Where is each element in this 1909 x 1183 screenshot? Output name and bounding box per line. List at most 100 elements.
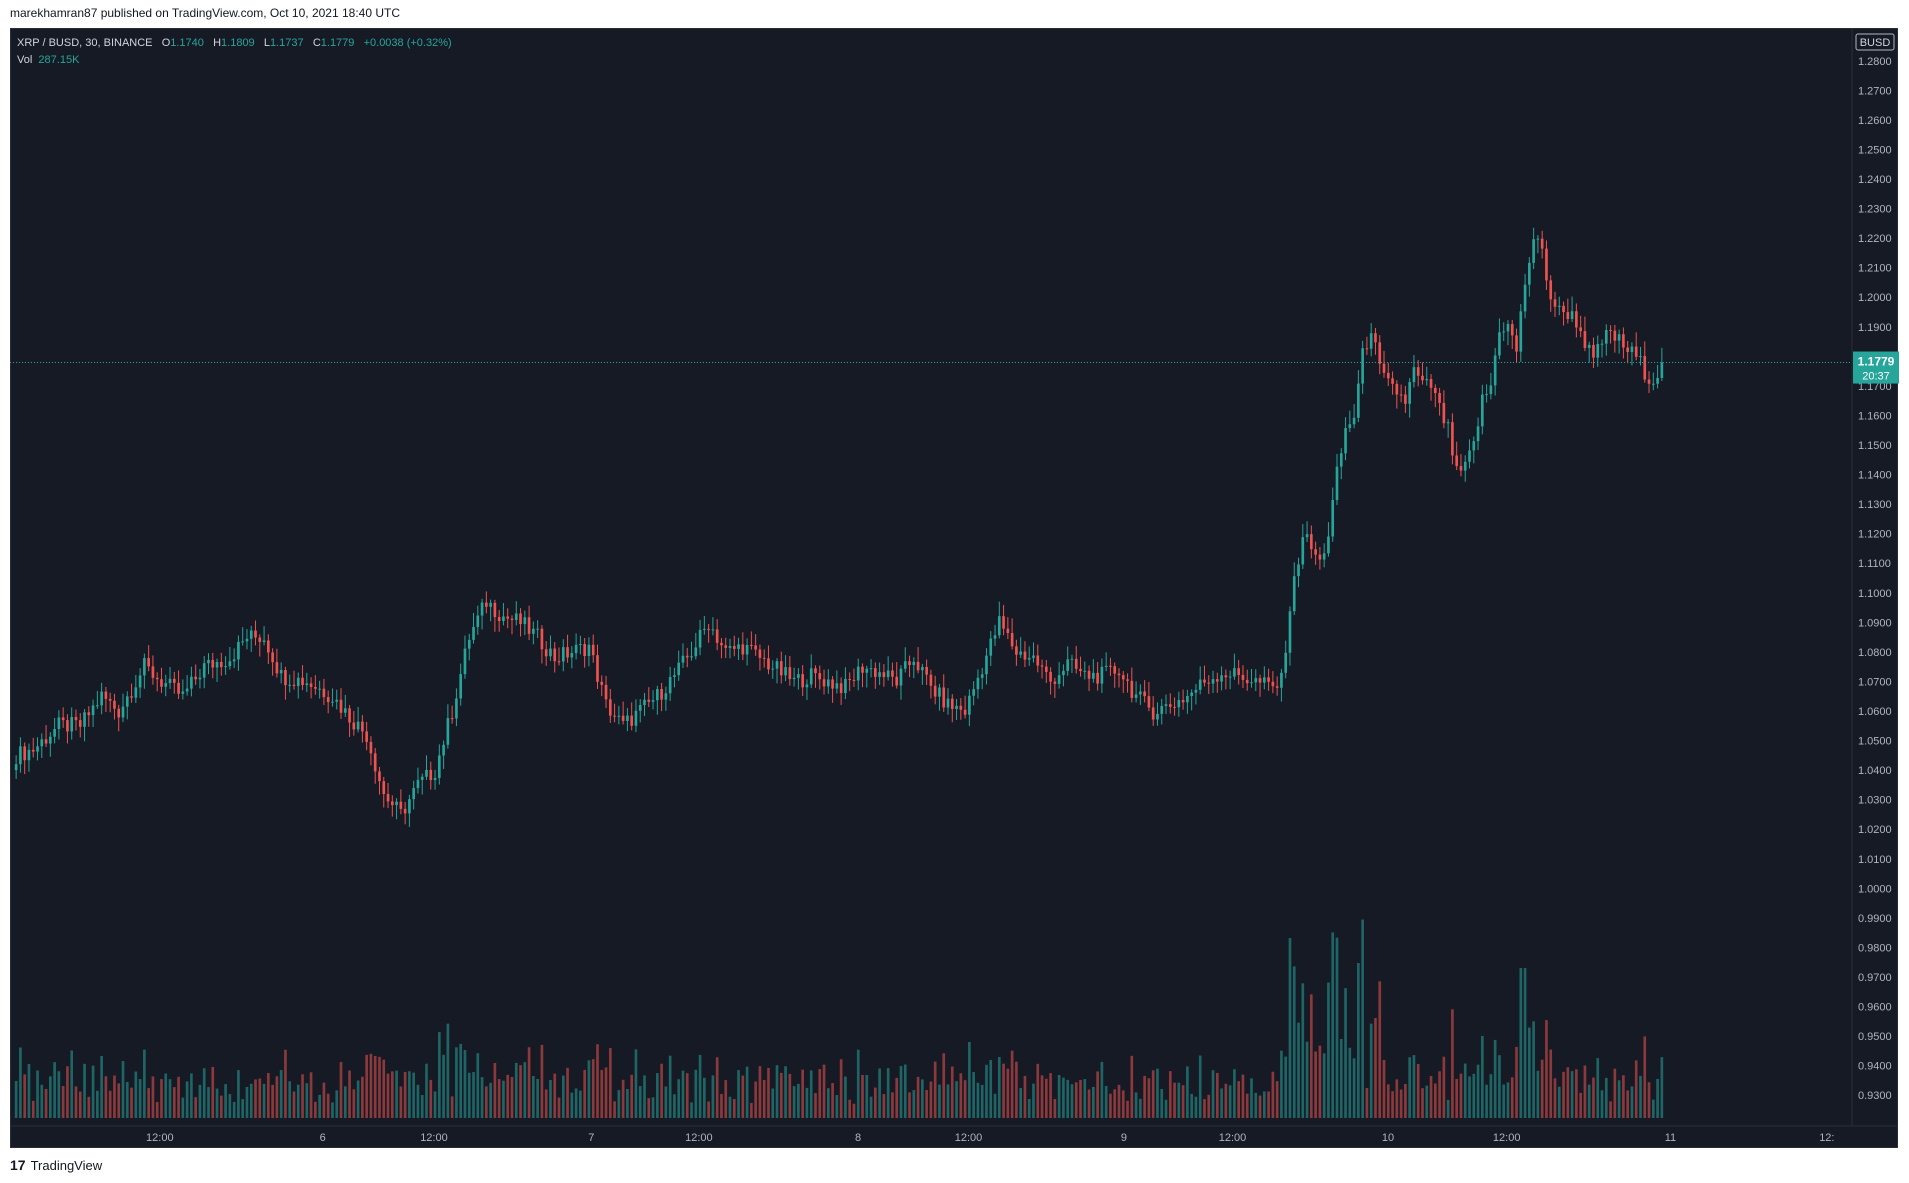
- volume-bar: [78, 1091, 82, 1118]
- volume-bar: [1587, 1084, 1591, 1118]
- volume-bar: [245, 1086, 249, 1118]
- volume-bar: [1049, 1073, 1052, 1118]
- candle-body: [1429, 379, 1433, 388]
- candle-body: [108, 698, 112, 701]
- candle-body: [1322, 553, 1326, 560]
- volume-bar: [1186, 1066, 1189, 1118]
- price-tick-label: 1.1200: [1858, 529, 1892, 541]
- volume-bar: [211, 1066, 215, 1118]
- volume-bar: [14, 1080, 18, 1118]
- volume-bar: [711, 1075, 715, 1118]
- volume-bar: [1062, 1077, 1065, 1118]
- candle-body: [1062, 670, 1065, 676]
- candle-body: [1463, 461, 1467, 471]
- time-tick-label: 12:00: [1219, 1132, 1247, 1144]
- chart-pane[interactable]: [10, 28, 1898, 1148]
- volume-bar: [1019, 1088, 1022, 1118]
- candle-body: [1600, 343, 1604, 345]
- volume-bar: [147, 1088, 150, 1118]
- candle-body: [1540, 238, 1544, 249]
- candle-body: [916, 661, 920, 671]
- candle-body: [758, 649, 762, 658]
- candle-body: [1156, 713, 1159, 720]
- volume-bar: [181, 1097, 185, 1118]
- candle-body: [27, 749, 31, 761]
- candle-body: [685, 655, 689, 658]
- volume-bar: [301, 1074, 304, 1118]
- volume-bar: [172, 1087, 176, 1118]
- volume-bar: [557, 1097, 561, 1118]
- candle-body: [767, 658, 770, 670]
- candle-body: [1139, 691, 1142, 695]
- candle-body: [420, 776, 424, 780]
- volume-bar: [1233, 1069, 1236, 1118]
- volume-bar: [792, 1086, 796, 1118]
- volume-bar: [1032, 1083, 1035, 1118]
- volume-bar: [1553, 1078, 1557, 1118]
- candle-body: [1506, 324, 1510, 332]
- volume-bar: [459, 1043, 463, 1118]
- volume-bar: [583, 1069, 586, 1118]
- candle-body: [356, 721, 360, 730]
- candle-body: [1220, 675, 1223, 682]
- candle-body: [1275, 686, 1279, 688]
- candle-body: [818, 673, 822, 680]
- candle-body: [1092, 672, 1095, 679]
- volume-bar: [403, 1071, 407, 1118]
- candle-body: [1369, 333, 1373, 349]
- volume-bar: [258, 1078, 262, 1118]
- candle-body: [1386, 372, 1390, 379]
- volume-bar: [185, 1081, 189, 1118]
- symbol-label[interactable]: XRP / BUSD, 30, BINANCE: [17, 37, 153, 49]
- volume-bar: [1228, 1085, 1232, 1118]
- candle-body: [1049, 671, 1052, 682]
- volume-bar: [754, 1081, 757, 1118]
- volume-bar: [254, 1079, 257, 1118]
- candle-body: [1284, 652, 1288, 673]
- candle-body: [279, 670, 283, 674]
- volume-bar: [1438, 1071, 1441, 1118]
- volume-bar: [1288, 938, 1292, 1118]
- candle-body: [416, 779, 420, 789]
- volume-bar: [1404, 1084, 1407, 1118]
- candle-body: [608, 699, 612, 716]
- volume-bar: [1121, 1090, 1125, 1118]
- candle-body: [399, 801, 403, 809]
- candle-body: [237, 641, 240, 660]
- volume-bar: [425, 1063, 428, 1118]
- candle-body: [1019, 651, 1022, 655]
- time-tick-label: 8: [855, 1132, 861, 1144]
- volume-bar: [267, 1073, 270, 1118]
- time-tick-label: 12:00: [685, 1132, 713, 1144]
- volume-bar: [1630, 1086, 1634, 1118]
- candle-body: [762, 657, 766, 659]
- volume-bar: [1361, 919, 1364, 1118]
- volume-bar: [1386, 1084, 1390, 1118]
- candle-body: [1245, 679, 1249, 684]
- candle-body: [775, 661, 779, 669]
- candle-body: [70, 716, 74, 732]
- volume-bar: [613, 1101, 616, 1118]
- candle-body: [938, 687, 941, 697]
- volume-bar: [814, 1093, 817, 1118]
- candle-body: [1267, 677, 1270, 682]
- volume-bar: [929, 1081, 933, 1118]
- volume-bar: [1609, 1101, 1612, 1118]
- volume-bar: [480, 1077, 484, 1118]
- volume-bar: [1224, 1083, 1228, 1118]
- volume-bar: [634, 1049, 638, 1118]
- volume-bar: [1468, 1076, 1471, 1118]
- volume-bar: [891, 1092, 894, 1118]
- volume-bar: [1310, 994, 1313, 1118]
- volume-bar: [472, 1072, 475, 1118]
- candle-body: [1109, 665, 1112, 667]
- volume-bar: [318, 1094, 321, 1118]
- volume-bar: [903, 1064, 907, 1118]
- candle-body: [181, 691, 185, 694]
- tradingview-brand[interactable]: 17 TradingView: [10, 1157, 102, 1173]
- candle-body: [1002, 616, 1005, 629]
- candle-body: [339, 699, 343, 713]
- volume-bar: [66, 1066, 69, 1118]
- volume-bar: [685, 1073, 689, 1118]
